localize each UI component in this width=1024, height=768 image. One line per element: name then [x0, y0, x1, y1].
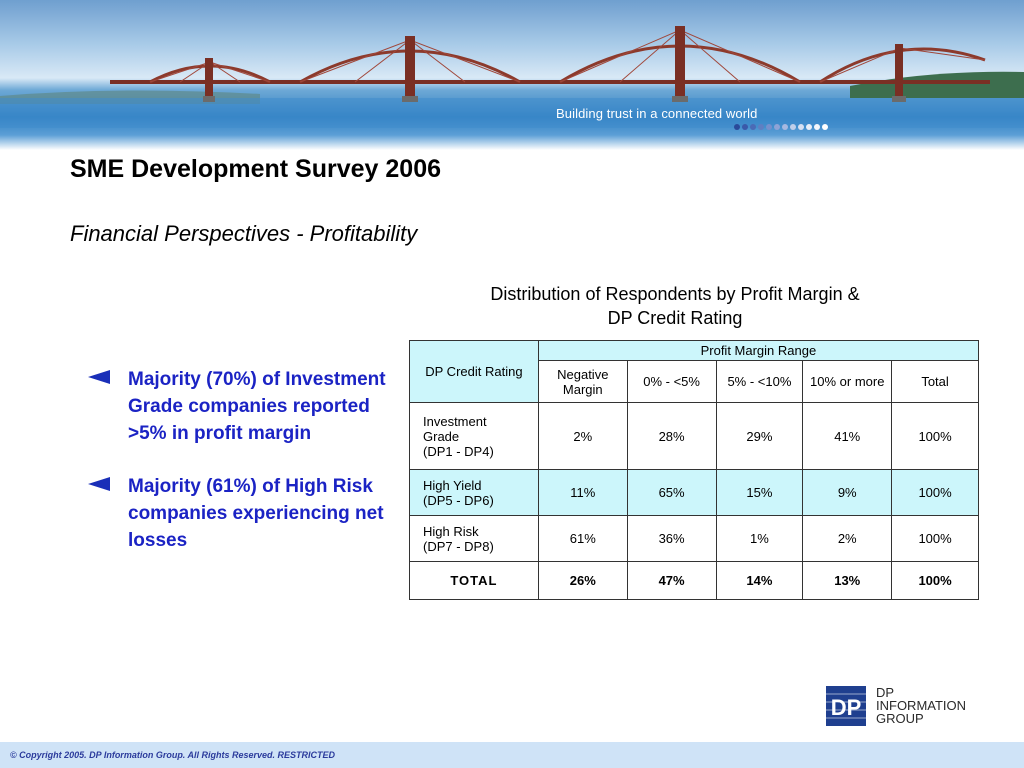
table-cell: 100% [891, 469, 979, 516]
table-cell: 100% [891, 402, 979, 470]
copyright-text: © Copyright 2005. DP Information Group. … [10, 750, 336, 760]
table-cell: 9% [802, 469, 893, 516]
header-profit-margin-range: Profit Margin Range [537, 340, 980, 361]
table-cell: 2% [802, 515, 893, 562]
bridge-illustration [0, 26, 1024, 128]
row-label-line: Investment [423, 413, 487, 429]
distribution-table: DP Credit Rating Profit Margin Range Neg… [409, 340, 980, 600]
table-column-header-row: Negative Margin 0% - <5% 5% - <10% 10% o… [410, 360, 979, 403]
table-cell: 15% [715, 469, 804, 516]
table-cell: 65% [626, 469, 717, 516]
row-label: High Risk (DP7 - DP8) [409, 515, 539, 562]
banner-dot [774, 124, 780, 130]
logo-mark-text: DP [831, 695, 862, 720]
row-label-line: (DP1 - DP4) [423, 443, 494, 459]
table-title-line: DP Credit Rating [607, 308, 743, 328]
table-title-line: Distribution of Respondents by Profit Ma… [490, 284, 860, 304]
table-cell: 2% [537, 402, 628, 470]
arrow-left-icon [88, 477, 110, 491]
banner-dot [766, 124, 772, 130]
column-header: Negative Margin [537, 360, 628, 403]
banner-dot [798, 124, 804, 130]
table-cell: 29% [715, 402, 804, 470]
logo-line: DP [876, 685, 895, 700]
table-cell: 36% [626, 515, 717, 562]
table-cell: 47% [626, 561, 717, 600]
banner-dots [734, 124, 828, 130]
banner-dot [790, 124, 796, 130]
banner-dot [758, 124, 764, 130]
header-banner: Building trust in a connected world [0, 0, 1024, 150]
arrow-left-icon [88, 370, 110, 384]
bullet-item: Majority (61%) of High Risk companies ex… [88, 473, 388, 554]
table-cell: 100% [891, 515, 979, 562]
total-label: TOTAL [409, 561, 539, 600]
table-cell: 26% [537, 561, 628, 600]
table-cell: 100% [891, 561, 979, 600]
banner-dot [734, 124, 740, 130]
table-cell: 11% [537, 469, 628, 516]
table-header-row: DP Credit Rating Profit Margin Range [409, 340, 980, 403]
bullet-item: Majority (70%) of Investment Grade compa… [88, 366, 388, 447]
slide-title: SME Development Survey 2006 [70, 155, 441, 183]
logo-wordmark: DP INFORMATION GROUP [876, 686, 966, 725]
row-label-line: (DP7 - DP8) [423, 538, 494, 554]
table-cell: 1% [715, 515, 804, 562]
table-row: High Yield (DP5 - DP6) 11% 65% 15% 9% 10… [409, 469, 979, 516]
logo-line: GROUP [876, 711, 924, 726]
banner-dot [750, 124, 756, 130]
banner-dot [822, 124, 828, 130]
row-label-line: High Yield [423, 477, 482, 493]
table-cell: 28% [626, 402, 717, 470]
column-header: 10% or more [802, 360, 893, 403]
column-header: Total [891, 360, 979, 403]
row-label-line: Grade [423, 428, 460, 444]
row-label: Investment Grade (DP1 - DP4) [409, 402, 539, 470]
column-header: 5% - <10% [715, 360, 804, 403]
row-label: High Yield (DP5 - DP6) [409, 469, 539, 516]
banner-dot [742, 124, 748, 130]
table-row: Investment Grade (DP1 - DP4) 2% 28% 29% … [409, 402, 979, 470]
dp-logo-mark: DP [826, 686, 866, 726]
logo-line: INFORMATION [876, 698, 967, 713]
table-cell: 41% [802, 402, 893, 470]
table-cell: 13% [802, 561, 893, 600]
header-credit-rating: DP Credit Rating [409, 340, 539, 403]
bullet-text: Majority (70%) of Investment Grade compa… [128, 369, 386, 444]
row-label-line: High Risk [423, 523, 479, 539]
table-title: Distribution of Respondents by Profit Ma… [420, 282, 930, 330]
footer-bar: © Copyright 2005. DP Information Group. … [0, 742, 1024, 768]
table-total-row: TOTAL 26% 47% 14% 13% 100% [409, 561, 979, 600]
banner-dot [782, 124, 788, 130]
table-cell: 14% [715, 561, 804, 600]
table-cell: 61% [537, 515, 628, 562]
row-label-line: (DP5 - DP6) [423, 492, 494, 508]
banner-dot [806, 124, 812, 130]
slide-subtitle: Financial Perspectives - Profitability [70, 221, 418, 246]
bullet-text: Majority (61%) of High Risk companies ex… [128, 476, 384, 551]
table-row: High Risk (DP7 - DP8) 61% 36% 1% 2% 100% [409, 515, 979, 562]
banner-dot [814, 124, 820, 130]
banner-tagline: Building trust in a connected world [556, 106, 758, 121]
column-header: 0% - <5% [626, 360, 717, 403]
bullet-list: Majority (70%) of Investment Grade compa… [88, 366, 388, 580]
